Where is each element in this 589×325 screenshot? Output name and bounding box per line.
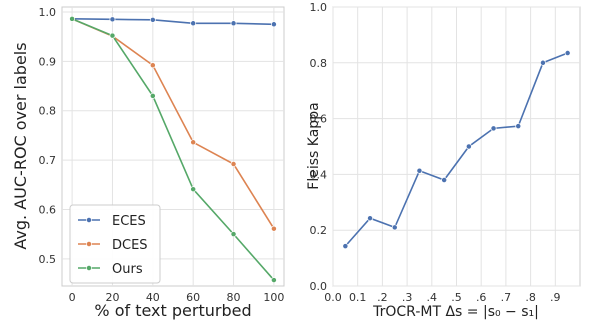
data-point — [416, 167, 423, 174]
y-tick-label: 0.6 — [39, 203, 57, 216]
x-tick-label: 80 — [227, 291, 241, 304]
chart-2: 0.0 0.1 .2 .3 .4 .5 .6 .7 .8 .9 0.0 0.2 0.4 0.6 0.8 1.0… — [306, 1, 581, 320]
legend-label-eces: ECES — [112, 214, 146, 229]
y-tick-label: 0.2 — [310, 224, 328, 237]
data-point — [391, 224, 398, 231]
legend-label-ours: Ours — [112, 262, 143, 277]
y-tick-label: 1.0 — [310, 1, 328, 14]
data-point — [465, 143, 472, 150]
legend-label-dces: DCES — [112, 238, 148, 253]
x-tick-label: .8 — [525, 291, 536, 304]
data-point-eces — [230, 20, 237, 27]
x-tick-label: 0 — [69, 291, 76, 304]
data-point — [490, 125, 497, 132]
legend-marker-eces — [86, 217, 92, 223]
y-tick-label: 0.5 — [39, 253, 57, 266]
x-tick-label: 20 — [105, 291, 119, 304]
data-point-dces — [230, 161, 237, 167]
data-point-ours — [230, 231, 237, 238]
data-point — [564, 50, 571, 56]
data-point-dces — [190, 139, 197, 146]
data-point — [367, 215, 373, 222]
data-point — [540, 59, 546, 66]
data-point-ours — [270, 277, 277, 284]
legend-box — [69, 204, 161, 284]
series-line-ours — [71, 18, 275, 281]
series-line-eces — [72, 18, 274, 26]
data-point-ours — [190, 186, 197, 193]
y-tick-label: 0.7 — [39, 154, 57, 167]
data-point — [441, 177, 448, 183]
y-tick-label: 0.0 — [310, 280, 328, 293]
x-tick-label: .6 — [476, 291, 487, 304]
y-axis-label: Avg. AUC-ROC over labels — [11, 42, 30, 249]
legend-marker-dces — [86, 241, 92, 247]
data-point — [515, 123, 522, 130]
data-point-ours — [69, 15, 76, 22]
data-point-eces — [270, 21, 277, 28]
x-tick-label: 100 — [263, 291, 284, 304]
legend: ECES DCES Ours — [69, 204, 161, 284]
x-tick-label: 0.0 — [324, 291, 342, 304]
x-tick-label: .9 — [550, 291, 561, 304]
y-tick-label: 0.6 — [310, 113, 328, 126]
x-tick-label: .7 — [501, 291, 512, 304]
x-axis-label: % of text perturbed — [94, 301, 251, 320]
y-axis-label: Fleiss Kappa — [306, 102, 322, 189]
x-tick-label: 0.1 — [349, 291, 367, 304]
data-point-eces — [190, 20, 197, 27]
legend-marker-ours — [86, 265, 92, 271]
y-tick-label: 0.8 — [310, 57, 328, 70]
y-tick-label: 1.0 — [39, 6, 57, 19]
y-tick-label: 0.4 — [310, 168, 328, 181]
x-tick-label: .3 — [402, 291, 413, 304]
x-axis-label: TrOCR-MT Δs = |s₀ − s₁| — [372, 304, 539, 320]
series-line — [344, 52, 568, 247]
data-point-ours — [109, 32, 116, 39]
data-point-dces — [149, 62, 156, 69]
data-point-eces — [109, 16, 116, 23]
chart-1: 0 20 40 60 80 100 0.5 0.6 0.7 0.8 0.9 1.0 % of text … — [11, 6, 285, 320]
x-tick-label: .5 — [451, 291, 462, 304]
y-tick-label: 0.8 — [39, 105, 57, 118]
data-point — [342, 243, 349, 250]
data-point-eces — [149, 16, 156, 23]
x-tick-label: .2 — [377, 291, 388, 304]
x-tick-label: .4 — [427, 291, 438, 304]
x-tick-label: 60 — [186, 291, 200, 304]
data-point-ours — [149, 92, 156, 99]
data-point-dces — [270, 225, 277, 232]
y-tick-label: 0.9 — [39, 55, 57, 68]
x-tick-label: 40 — [146, 291, 160, 304]
